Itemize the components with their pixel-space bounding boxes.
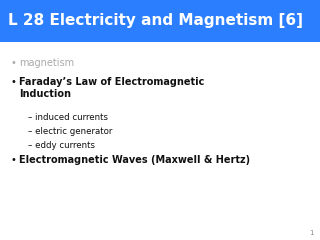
Text: Faraday’s Law of Electromagnetic
Induction: Faraday’s Law of Electromagnetic Inducti… [19, 77, 204, 99]
Text: 1: 1 [309, 230, 314, 236]
Bar [0, 0, 320, 42]
Text: – induced currents: – induced currents [28, 113, 108, 122]
Text: Electromagnetic Waves (Maxwell & Hertz): Electromagnetic Waves (Maxwell & Hertz) [19, 155, 250, 165]
Text: L 28 Electricity and Magnetism [6]: L 28 Electricity and Magnetism [6] [8, 13, 303, 29]
Text: – electric generator: – electric generator [28, 127, 112, 136]
Text: •: • [10, 58, 16, 68]
Text: – eddy currents: – eddy currents [28, 141, 95, 150]
Text: •: • [10, 155, 16, 165]
Text: magnetism: magnetism [19, 58, 74, 68]
Text: •: • [10, 77, 16, 87]
